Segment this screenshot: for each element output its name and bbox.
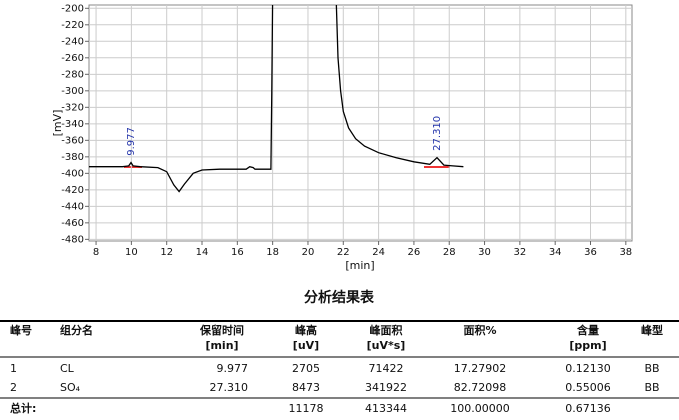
column-header: 峰号 — [10, 323, 32, 337]
peak-label: 27.310 — [432, 116, 443, 151]
y-tick-label: -320 — [61, 102, 84, 113]
y-tick-label: -420 — [61, 185, 84, 196]
y-tick-label: -440 — [61, 201, 84, 212]
y-tick-label: -220 — [61, 20, 84, 31]
table-cell: CL — [60, 362, 75, 375]
table-cell: 71422 — [369, 362, 404, 375]
x-tick-label: 36 — [584, 247, 597, 258]
table-cell: BB — [644, 362, 659, 375]
total-cell: 11178 — [289, 402, 324, 415]
x-tick-label: 20 — [302, 247, 315, 258]
table-cell: 17.27902 — [454, 362, 507, 375]
y-tick-label: -300 — [61, 86, 84, 97]
table-cell: 0.12130 — [565, 362, 611, 375]
x-tick-label: 28 — [443, 247, 456, 258]
column-header: [min] — [205, 339, 238, 352]
plot-frame — [88, 4, 633, 242]
total-cell: 100.00000 — [450, 402, 510, 415]
column-header: [uV*s] — [367, 339, 406, 352]
x-tick-label: 38 — [619, 247, 632, 258]
table-cell: 1 — [10, 362, 17, 375]
x-tick-label: 18 — [266, 247, 279, 258]
x-tick-label: 12 — [160, 247, 173, 258]
table-cell: SO₄ — [60, 381, 81, 394]
x-tick-label: 30 — [478, 247, 491, 258]
y-tick-label: -340 — [61, 119, 84, 130]
table-cell: 2 — [10, 381, 17, 394]
total-cell: 0.67136 — [565, 402, 611, 415]
y-axis-label: [mV] — [51, 110, 64, 137]
y-tick-label: -380 — [61, 152, 84, 163]
table-cell: 27.310 — [210, 381, 249, 394]
x-tick-label: 32 — [514, 247, 527, 258]
x-tick-label: 26 — [408, 247, 421, 258]
y-tick-label: -260 — [61, 53, 84, 64]
column-header: 保留时间 — [199, 323, 244, 337]
x-tick-label: 34 — [549, 247, 562, 258]
table-cell: 8473 — [292, 381, 320, 394]
total-label: 总计: — [10, 401, 36, 415]
y-tick-label: -400 — [61, 168, 84, 179]
y-tick-label: -480 — [61, 234, 84, 245]
table-cell: BB — [644, 381, 659, 394]
y-tick-label: -240 — [61, 36, 84, 47]
table-cell: 341922 — [365, 381, 407, 394]
signal-line — [89, 5, 464, 193]
y-tick-label: -200 — [61, 3, 84, 14]
x-axis-label: [min] — [345, 259, 374, 272]
table-cell: 0.55006 — [565, 381, 611, 394]
column-header: 峰高 — [295, 323, 317, 337]
y-tick-label: -360 — [61, 135, 84, 146]
table-cell: 9.977 — [217, 362, 249, 375]
peak-label: 9.977 — [126, 127, 137, 156]
column-header: 含量 — [576, 323, 599, 337]
x-tick-label: 10 — [125, 247, 138, 258]
x-tick-label: 16 — [231, 247, 244, 258]
column-header: 峰面积 — [370, 323, 403, 337]
column-header: 面积% — [463, 323, 496, 337]
x-tick-label: 22 — [337, 247, 350, 258]
table-cell: 2705 — [292, 362, 320, 375]
column-header: [uV] — [293, 339, 319, 352]
column-header: 峰型 — [641, 323, 663, 337]
table-title: 分析结果表 — [304, 289, 375, 306]
column-header: [ppm] — [569, 339, 606, 352]
column-header: 组分名 — [60, 323, 93, 337]
x-tick-label: 8 — [93, 247, 99, 258]
x-tick-label: 14 — [196, 247, 209, 258]
y-tick-label: -460 — [61, 218, 84, 229]
y-tick-label: -280 — [61, 69, 84, 80]
total-cell: 413344 — [365, 402, 407, 415]
x-tick-label: 24 — [372, 247, 385, 258]
table-cell: 82.72098 — [454, 381, 507, 394]
